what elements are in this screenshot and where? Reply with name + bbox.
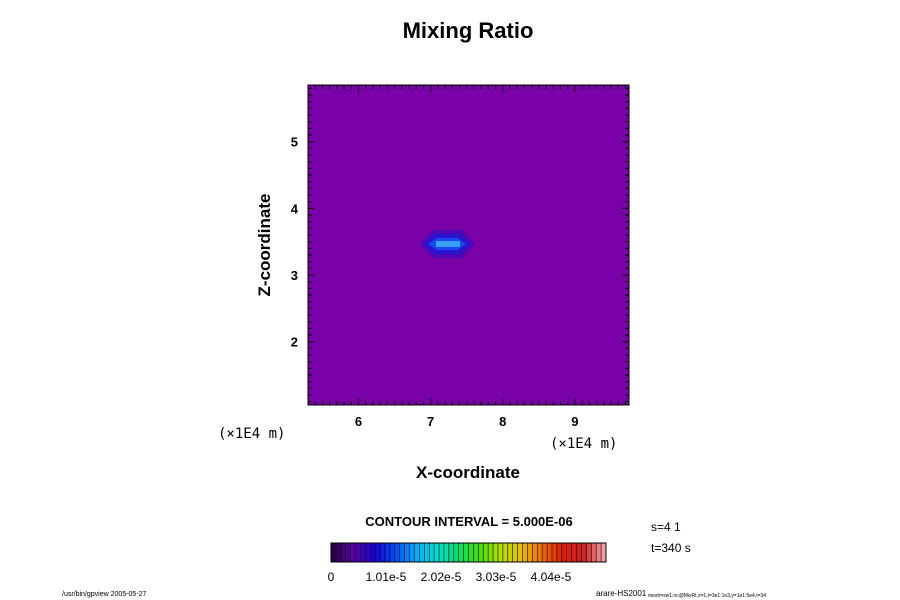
y-tick-label: 3 — [291, 268, 298, 283]
colorbar-tick-label: 0 — [328, 570, 335, 584]
contour-interval-label: CONTOUR INTERVAL = 5.000E-06 — [365, 514, 572, 529]
colorbar-segment — [385, 543, 391, 562]
colorbar-segment — [434, 543, 440, 562]
footer-left: /usr/bin/gpview 2005-05-27 — [62, 591, 147, 598]
colorbar-segment — [463, 543, 469, 562]
colorbar-segment — [556, 543, 563, 562]
x-tick-labels: 6 7 8 9 — [355, 414, 579, 429]
colorbar-segment — [414, 543, 420, 562]
colorbar-segment — [370, 543, 376, 562]
colorbar-segment — [429, 543, 435, 562]
x-tick-label: 6 — [355, 414, 362, 429]
colorbar-segment — [566, 543, 572, 562]
colorbar-segment — [483, 543, 489, 562]
colorbar-segment — [493, 543, 499, 562]
y-unit-label: (×1E4 m) — [218, 426, 285, 442]
colorbar-segment — [331, 543, 337, 562]
colorbar-segment — [389, 543, 396, 562]
colorbar-segment — [497, 543, 504, 562]
colorbar-segment — [522, 543, 528, 562]
feature-blob — [420, 230, 475, 258]
colorbar-segment — [365, 543, 371, 562]
colorbar-segment — [542, 543, 548, 562]
colorbar-segment — [350, 543, 356, 562]
footer-right-small: mesh=sw1.nc@MixRt,x=1,t=3e1:1e3,y=1e1:5e… — [648, 593, 766, 599]
colorbar-segment — [443, 543, 450, 562]
axis-ticks — [307, 85, 629, 405]
colorbar-segment — [453, 543, 459, 562]
colorbar-segment — [345, 543, 351, 562]
colorbar-segment — [473, 543, 479, 562]
x-tick-label: 7 — [427, 414, 434, 429]
colorbar-segment — [448, 543, 455, 562]
colorbar-segment — [551, 543, 558, 562]
colorbar-segment — [512, 543, 518, 562]
colorbar-labels: 0 1.01e-5 2.02e-5 3.03e-5 4.04e-5 — [328, 570, 572, 584]
colorbar-segment — [380, 543, 386, 562]
chart-title: Mixing Ratio — [403, 18, 534, 43]
time-annotation: t=340 s — [651, 541, 691, 555]
colorbar-segment — [591, 543, 597, 562]
colorbar-tick-label: 3.03e-5 — [476, 570, 517, 584]
colorbar-segment — [394, 543, 401, 562]
x-axis-label: X-coordinate — [416, 463, 520, 482]
colorbar-segment — [399, 543, 405, 562]
colorbar-segment — [478, 543, 484, 562]
y-axis-label: Z-coordinate — [255, 194, 274, 297]
colorbar-segment — [586, 543, 592, 562]
y-tick-label: 2 — [291, 335, 298, 350]
colorbar-frame — [330, 542, 607, 563]
colorbar-segment — [502, 543, 509, 562]
colorbar-segment — [571, 543, 577, 562]
colorbar-segment — [532, 543, 538, 562]
colorbar-segment — [355, 543, 361, 562]
colorbar-segment — [404, 543, 410, 562]
colorbar-segment — [375, 543, 381, 562]
colorbar-segment — [596, 543, 602, 562]
x-tick-label: 9 — [571, 414, 578, 429]
colorbar-segment — [360, 543, 366, 562]
colorbar-segment — [335, 543, 342, 562]
colorbar-segment — [537, 543, 543, 562]
step-annotation: s=4 1 — [651, 520, 681, 534]
colorbar-segment — [527, 543, 533, 562]
colorbar-segment — [340, 543, 347, 562]
colorbar-segment — [601, 543, 607, 562]
colorbar-segment — [458, 543, 464, 562]
feature-core — [436, 241, 460, 247]
colorbar-segment — [507, 543, 513, 562]
colorbar-segment — [581, 543, 587, 562]
x-tick-label: 8 — [499, 414, 506, 429]
colorbar-tick-label: 2.02e-5 — [421, 570, 462, 584]
footer-right-main: arare-HS2001 — [596, 589, 647, 598]
colorbar-segment — [439, 543, 445, 562]
colorbar-segment — [468, 543, 474, 562]
colorbar — [330, 542, 607, 563]
colorbar-segment — [424, 543, 430, 562]
colorbar-tick-label: 1.01e-5 — [366, 570, 407, 584]
colorbar-segment — [547, 543, 553, 562]
colorbar-segment — [419, 543, 425, 562]
x-unit-label: (×1E4 m) — [550, 436, 617, 452]
y-tick-labels: 2 3 4 5 — [291, 135, 299, 350]
colorbar-segment — [488, 543, 494, 562]
colorbar-segment — [561, 543, 568, 562]
colorbar-tick-label: 4.04e-5 — [531, 570, 572, 584]
y-tick-label: 4 — [291, 201, 299, 216]
y-tick-label: 5 — [291, 135, 298, 150]
colorbar-segment — [409, 543, 415, 562]
colorbar-segment — [517, 543, 523, 562]
colorbar-segment — [576, 543, 582, 562]
